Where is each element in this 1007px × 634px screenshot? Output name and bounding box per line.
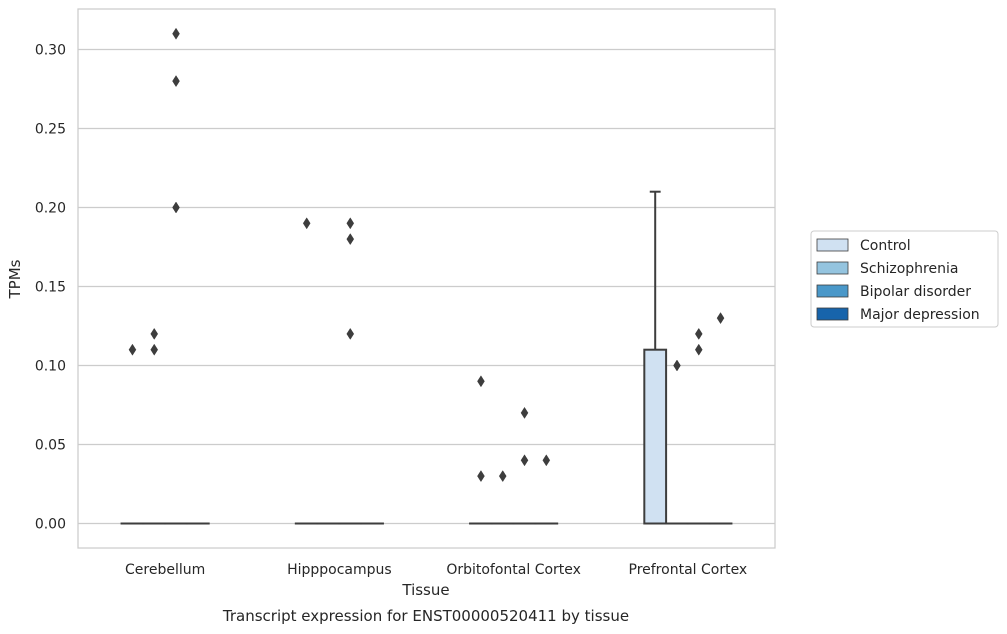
legend-frame [810,230,999,328]
box-prefrontal-cortex-control [643,190,668,525]
y-tick-label: 0.20 [35,201,66,217]
y-axis-label: TPMs [6,259,24,299]
x-axis-label: Tissue [401,581,449,599]
legend-swatch [816,261,849,275]
legend-swatch [816,284,849,298]
x-tick-label: Hipppocampus [287,562,392,578]
x-tick-label: Prefrontal Cortex [629,562,748,578]
outlier-point [542,454,551,467]
legend-label: Major depression [860,307,980,323]
y-tick-label: 0.30 [35,43,66,59]
box-body [643,348,668,525]
legend-swatch [816,238,849,252]
chart-caption: Transcript expression for ENST0000052041… [222,607,629,625]
y-tick-label: 0.00 [35,517,66,533]
grid-lines [78,48,775,525]
legend: Control Schizophrenia Bipolar disorder Majo… [810,230,999,328]
outlier-point [302,217,311,230]
y-tick-label: 0.10 [35,359,66,375]
outlier-point [498,470,507,483]
legend-swatch [816,307,849,321]
outlier-point [673,359,681,372]
outlier-point [477,470,485,483]
y-tick-label: 0.15 [35,280,66,296]
box-layer [120,190,733,525]
outlier-point [716,312,725,325]
legend-label: Control [860,238,911,254]
outlier-point [172,27,180,40]
outlier-point [172,201,180,214]
y-tick-label: 0.05 [35,438,66,454]
x-tick-labels: Cerebellum Hipppocampus Orbitofontal Corte… [125,562,747,578]
legend-label: Bipolar disorder [860,284,971,300]
legend-label: Schizophrenia [860,261,958,277]
outlier-point [694,343,703,356]
outlier-point [694,327,703,340]
y-tick-labels: 0.00 0.05 0.10 0.15 0.20 0.25 0.30 [35,43,66,533]
plot-frame [77,8,776,549]
outlier-point [346,217,355,230]
outlier-point [150,343,159,356]
legend-items: Control Schizophrenia Bipolar disorder Majo… [816,238,980,323]
x-tick-label: Cerebellum [125,562,205,578]
outlier-point [150,327,159,340]
x-tick-label: Orbitofontal Cortex [446,562,581,578]
outlier-point [346,233,355,246]
outlier-point [477,375,485,388]
outlier-layer [128,27,725,483]
outlier-point [520,454,529,467]
outlier-point [346,327,355,340]
outlier-point [520,406,529,419]
outlier-point [128,343,137,356]
y-tick-label: 0.25 [35,122,66,138]
outlier-point [172,75,180,88]
